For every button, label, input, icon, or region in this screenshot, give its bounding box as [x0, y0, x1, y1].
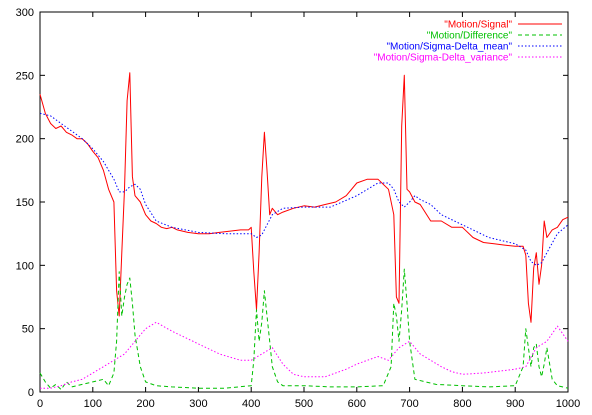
- x-tick-label: 800: [453, 398, 471, 410]
- series-lines: [39, 72, 569, 390]
- y-tick-label: 50: [22, 324, 34, 336]
- legend-label-3: "Motion/Sigma-Delta_variance": [374, 53, 513, 64]
- x-tick-label: 500: [295, 398, 313, 410]
- y-tick-label: 0: [28, 387, 34, 399]
- series-line-0: [39, 72, 569, 323]
- x-tick-label: 700: [400, 398, 418, 410]
- x-tick-label: 0: [37, 398, 43, 410]
- plot-frame: [39, 11, 569, 393]
- series-line-2: [39, 112, 569, 266]
- legend-label-0: "Motion/Signal": [444, 20, 512, 31]
- x-tick-label: 600: [348, 398, 366, 410]
- legend-label-1: "Motion/Difference": [427, 31, 513, 42]
- plot-border: [39, 11, 569, 393]
- x-tick-label: 400: [242, 398, 260, 410]
- legend-label-2: "Motion/Sigma-Delta_mean": [387, 42, 513, 53]
- x-tick-label: 1000: [556, 398, 580, 410]
- x-tick-label: 900: [506, 398, 524, 410]
- x-tick-label: 200: [136, 398, 154, 410]
- series-line-1: [39, 268, 569, 390]
- x-tick-label: 100: [84, 398, 102, 410]
- y-tick-label: 300: [16, 7, 34, 19]
- y-tick-label: 250: [16, 70, 34, 82]
- legend: "Motion/Signal""Motion/Difference""Motio…: [374, 20, 562, 64]
- y-tick-label: 150: [16, 197, 34, 209]
- y-tick-label: 200: [16, 134, 34, 146]
- y-tick-label: 100: [16, 260, 34, 272]
- tick-labels: 0 100 200 300 400 500 600 700 800 900 1000 0 50 100 15…: [16, 7, 581, 410]
- x-tick-label: 300: [189, 398, 207, 410]
- series-line-3: [40, 321, 569, 389]
